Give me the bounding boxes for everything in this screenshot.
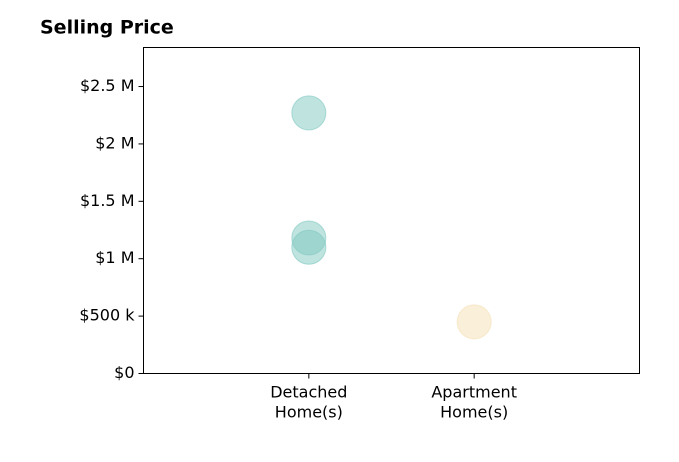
y-tick-label: $1 M — [95, 248, 134, 267]
y-tick-label: $500 k — [79, 306, 135, 325]
x-tick-label: Apartment Home(s) — [431, 382, 517, 421]
x-tick-label: Detached Home(s) — [270, 382, 347, 421]
plot-frame — [143, 47, 640, 374]
y-tick-label: $1.5 M — [80, 191, 135, 210]
point — [291, 95, 327, 131]
y-tick-label: $0 — [114, 363, 134, 382]
y-tick-label: $2 M — [95, 133, 134, 152]
y-tick-label: $2.5 M — [80, 76, 135, 95]
point — [456, 304, 492, 340]
chart-title: Selling Price — [40, 17, 174, 39]
point — [291, 229, 327, 265]
